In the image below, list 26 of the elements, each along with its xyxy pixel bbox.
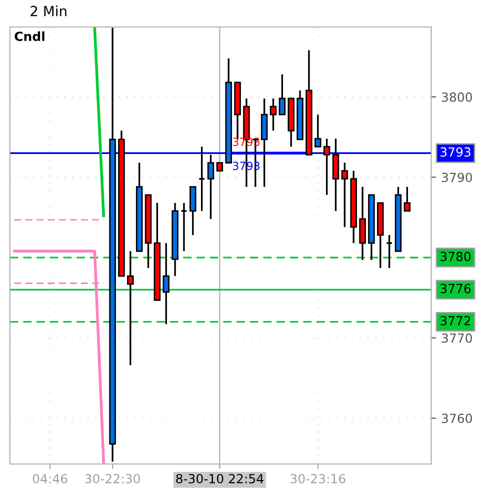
candlestick xyxy=(180,202,188,252)
candlestick xyxy=(341,162,348,228)
candlestick xyxy=(198,146,206,212)
candlestick xyxy=(207,154,214,220)
candlestick xyxy=(162,242,170,326)
candlestick xyxy=(404,186,411,212)
y-tick-label: 3760 xyxy=(442,414,472,424)
y-tick-label: 3790 xyxy=(442,172,472,182)
ref-line-label: 3780 xyxy=(440,252,471,262)
chart-subtitle: Cndl xyxy=(14,31,44,42)
x-tick-label: 04:46 xyxy=(32,474,68,484)
x-tick-label: 8-30-10 22:54 xyxy=(176,474,264,484)
candlestick xyxy=(386,234,393,269)
ref-line-label: 3776 xyxy=(440,284,471,294)
candlestick xyxy=(270,98,277,132)
ref-line-label: 3772 xyxy=(440,316,470,326)
candlestick xyxy=(127,250,134,366)
candlestick xyxy=(323,138,330,196)
y-tick-label: 3800 xyxy=(442,92,472,102)
chart-title: 2 Min xyxy=(30,6,66,16)
candlestick xyxy=(314,114,322,148)
y-tick-label: 3770 xyxy=(442,333,472,343)
x-tick-label: 30-22:30 xyxy=(85,474,140,484)
ref-line-label: 3793 xyxy=(440,147,470,157)
x-tick-label: 30-23:16 xyxy=(290,474,346,484)
candlestick xyxy=(278,74,286,116)
